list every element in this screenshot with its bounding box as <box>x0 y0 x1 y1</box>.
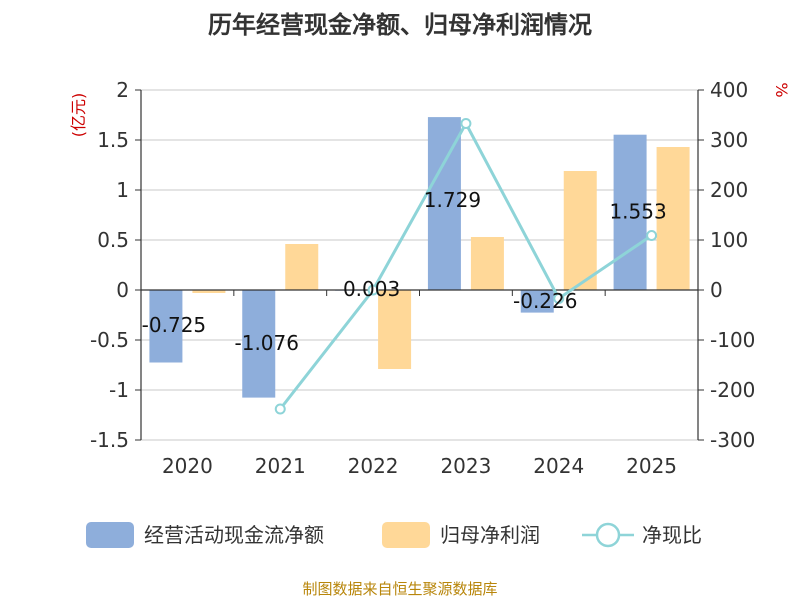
data-label-2022: 0.003 <box>343 277 400 301</box>
x-tick-label-2020: 2020 <box>162 454 213 478</box>
data-labels: -0.725 -1.076 0.003 1.729 -0.226 1.553 <box>142 188 667 355</box>
legend-swatch-marker-2 <box>595 522 621 548</box>
ratio-line <box>274 118 658 415</box>
data-label-2025: 1.553 <box>609 200 666 224</box>
bar-series1-2024 <box>563 171 597 290</box>
left-tick-label-1: 1.5 <box>97 128 129 152</box>
bar-series0-2023 <box>427 117 461 290</box>
bar-series1-2023 <box>470 237 504 290</box>
ratio-point-2025 <box>646 230 658 241</box>
x-tick-label-2024: 2024 <box>533 454 584 478</box>
data-label-2023: 1.729 <box>424 188 481 212</box>
right-tick-label-6: -200 <box>710 378 755 402</box>
legend-label-1: 归母净利润 <box>440 523 540 547</box>
right-axis-unit: % <box>772 82 791 97</box>
ratio-point-2021 <box>274 403 286 415</box>
left-tick-label-7: -1.5 <box>90 428 129 452</box>
ratio-point-2024 <box>553 293 565 304</box>
right-tick-label-7: -300 <box>710 428 755 452</box>
bar-series1-2022 <box>378 290 412 369</box>
x-tick-label-2023: 2023 <box>440 454 491 478</box>
legend: 经营活动现金流净额 归母净利润 净现比 <box>86 522 702 548</box>
bar-series1-2025 <box>656 147 690 290</box>
right-tick-label-2: 200 <box>710 178 748 202</box>
source-note: 制图数据来自恒生聚源数据库 <box>302 580 497 598</box>
ratio-point-2023 <box>460 118 472 129</box>
bar-series0-2024 <box>520 290 554 313</box>
bar-series1-2021 <box>285 244 319 290</box>
right-tick-label-5: -100 <box>710 328 755 352</box>
x-tick-label-2025: 2025 <box>626 454 677 478</box>
legend-swatch-0 <box>86 522 134 548</box>
right-tick-label-4: 0 <box>710 278 723 302</box>
left-tick-label-3: 0.5 <box>97 228 129 252</box>
right-tick-label-0: 400 <box>710 78 748 102</box>
x-tick-label-2022: 2022 <box>348 454 399 478</box>
x-tick-label-2021: 2021 <box>255 454 306 478</box>
axes: 2 1.5 1 0.5 0 -0.5 -1 -1.5 400 300 200 100 0 -100 -200… <box>90 78 755 478</box>
grid-lines <box>141 89 698 441</box>
left-tick-label-6: -1 <box>109 378 129 402</box>
bar-series1-2020 <box>192 290 226 293</box>
bar-series0-2021 <box>242 290 276 398</box>
bar-series0-2020 <box>149 290 183 363</box>
data-label-2020: -0.725 <box>142 313 206 337</box>
ratio-point-2022 <box>367 284 379 296</box>
left-axis-unit: (亿元) <box>69 93 88 138</box>
chart-title: 历年经营现金净额、归母净利润情况 <box>208 11 592 39</box>
left-tick-label-2: 1 <box>116 178 129 202</box>
data-label-2024: -0.226 <box>513 289 577 313</box>
right-tick-label-3: 100 <box>710 228 748 252</box>
data-label-2021: -1.076 <box>235 331 299 355</box>
legend-swatch-1 <box>382 522 430 548</box>
legend-label-2: 净现比 <box>642 523 702 547</box>
legend-label-0: 经营活动现金流净额 <box>144 523 324 547</box>
left-tick-label-4: 0 <box>116 278 129 302</box>
left-tick-label-5: -0.5 <box>90 328 129 352</box>
bar-series0-2025 <box>613 134 647 290</box>
bars <box>149 117 690 398</box>
left-tick-label-0: 2 <box>116 78 129 102</box>
right-tick-label-1: 300 <box>710 128 748 152</box>
